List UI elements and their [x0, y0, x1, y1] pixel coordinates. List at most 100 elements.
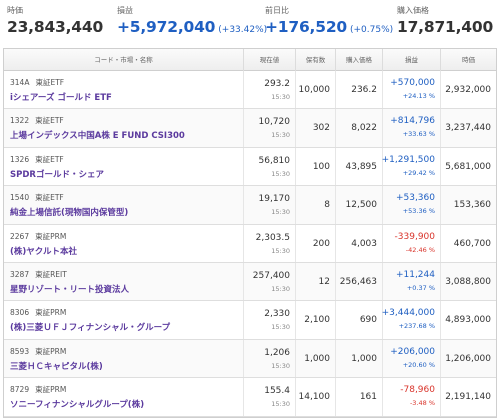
profit-loss-value: -339,900 — [394, 231, 435, 242]
header-price[interactable]: 現在値 — [244, 49, 296, 71]
name-cell: 8729 東証PRM ソニーフィナンシャルグループ(株) — [4, 378, 244, 416]
header-qty[interactable]: 保有数 — [296, 49, 336, 71]
purchase-price: 236.2 — [351, 85, 377, 95]
holding-qty: 8 — [324, 200, 330, 211]
stock-name-link[interactable]: iシェアーズ ゴールド ETF — [10, 93, 112, 103]
profit-loss-percent: -42.46 % — [405, 245, 435, 254]
cost-cell: 12,500 — [336, 186, 383, 224]
stock-code: 3287 — [10, 269, 30, 279]
summary-value: 17,871,400 — [397, 18, 494, 36]
header-cost[interactable]: 購入価格 — [336, 49, 383, 71]
profit-loss-value: +1,291,500 — [381, 154, 435, 165]
profit-loss-value: +206,000 — [390, 346, 435, 357]
price-time: 15:30 — [271, 131, 290, 140]
stock-code: 1322 — [10, 116, 30, 126]
holdings-table: コード・市場・名称 現在値 保有数 購入価格 損益 時価 314A 東証ETF i… — [3, 48, 497, 418]
qty-cell: 8 — [296, 186, 336, 224]
price-time: 15:30 — [271, 93, 290, 101]
market-value-cell: 3,237,440 — [441, 109, 496, 146]
code-market: 1322 東証ETF — [10, 115, 64, 126]
profit-loss-cell: +53,360 +53.36 % — [383, 186, 441, 224]
holding-qty: 200 — [312, 238, 330, 249]
stock-name-link[interactable]: 三菱ＨＣキャピタル(株) — [10, 361, 103, 372]
code-market: 8306 東証PRM — [10, 307, 66, 318]
current-price: 10,720 — [258, 117, 291, 128]
cost-cell: 4,003 — [336, 224, 383, 262]
qty-cell: 14,100 — [296, 378, 336, 416]
holding-qty: 100 — [312, 161, 330, 172]
header-name[interactable]: コード・市場・名称 — [4, 49, 244, 71]
table-row[interactable]: 1326 東証ETF SPDRゴールド・シェア 56,810 15:30 100 … — [4, 147, 496, 187]
code-market: 3287 東証REIT — [10, 269, 67, 280]
stock-code: 314A — [10, 78, 30, 87]
code-market: 2267 東証PRM — [10, 231, 66, 242]
stock-name-link[interactable]: (株)ヤクルト本社 — [10, 246, 78, 257]
table-row[interactable]: 8306 東証PRM (株)三菱ＵＦＪフィナンシャル・グループ 2,330 15:… — [4, 301, 496, 340]
stock-name-link[interactable]: SPDRゴールド・シェア — [10, 169, 104, 180]
profit-loss-value: +814,796 — [390, 116, 435, 127]
profit-loss-percent: -3.48 % — [409, 399, 435, 408]
current-price: 257,400 — [252, 270, 290, 281]
market-value-cell: 5,681,000 — [441, 148, 496, 185]
profit-loss-value: +570,000 — [390, 78, 435, 88]
cost-cell: 8,022 — [336, 109, 383, 147]
price-cell: 293.2 15:30 — [244, 71, 296, 109]
holding-qty: 302 — [312, 123, 330, 134]
table-row[interactable]: 1540 東証ETF 純金上場信託(現物国内保管型) 19,170 15:30 8… — [4, 186, 496, 225]
summary-day-change: 前日比 +176,520 (+0.75%) — [258, 0, 393, 44]
summary-label: 時価 — [7, 6, 23, 15]
purchase-price: 1,000 — [351, 353, 377, 364]
price-time: 15:30 — [271, 323, 290, 332]
price-time: 15:30 — [271, 208, 290, 217]
market-value-cell: 2,191,140 — [441, 378, 496, 415]
stock-name-link[interactable]: ソニーフィナンシャルグループ(株) — [10, 400, 145, 411]
profit-loss-percent: +20.60 % — [402, 360, 435, 369]
price-cell: 56,810 15:30 — [244, 147, 296, 186]
price-time: 15:30 — [271, 284, 290, 293]
table-row[interactable]: 2267 東証PRM (株)ヤクルト本社 2,303.5 15:30 200 4,… — [4, 224, 496, 263]
code-market: 8593 東証PRM — [10, 346, 66, 357]
table-row[interactable]: 3287 東証REIT 星野リゾート・リート投資法人 257,400 15:30 … — [4, 262, 496, 302]
profit-loss-cell: +3,444,000 +237.68 % — [381, 301, 441, 339]
stock-name-link[interactable]: 純金上場信託(現物国内保管型) — [10, 208, 129, 219]
qty-cell: 1,000 — [296, 339, 336, 378]
profit-loss-cell: +570,000 +24.13 % — [383, 71, 441, 109]
table-row[interactable]: 314A 東証ETF iシェアーズ ゴールド ETF 293.2 15:30 10… — [4, 71, 496, 110]
market-value-cell: 1,206,000 — [441, 340, 496, 377]
table-row[interactable]: 8729 東証PRM ソニーフィナンシャルグループ(株) 155.4 15:30 … — [4, 378, 496, 417]
profit-loss-cell: -78,960 -3.48 % — [383, 378, 441, 416]
summary-value: 23,843,440 — [7, 18, 104, 36]
profit-loss-percent: +237.68 % — [398, 322, 435, 331]
table-row[interactable]: 1322 東証ETF 上場インデックス中国A株 E FUND CSI300 10,… — [4, 109, 496, 148]
market-label: 東証PRM — [35, 385, 67, 395]
profit-loss-value: +3,444,000 — [381, 308, 435, 319]
profit-loss-value: +53,360 — [395, 193, 435, 204]
name-cell: 8593 東証PRM 三菱ＨＣキャピタル(株) — [4, 339, 244, 378]
stock-name-link[interactable]: (株)三菱ＵＦＪフィナンシャル・グループ — [10, 323, 171, 334]
header-market-value[interactable]: 時価 — [462, 56, 475, 64]
cost-cell: 1,000 — [336, 339, 383, 378]
summary-purchase-cost: 購入価格 17,871,400 — [390, 0, 500, 44]
purchase-price: 690 — [359, 315, 377, 326]
portfolio-summary: 時価 23,843,440 損益 +5,972,040 (+33.42%) 前日比… — [0, 0, 500, 44]
stock-code: 8593 — [10, 346, 30, 356]
code-market: 1326 東証ETF — [10, 154, 64, 165]
price-time: 15:30 — [271, 246, 290, 255]
current-price: 293.2 — [264, 79, 290, 89]
current-price: 2,330 — [264, 309, 290, 320]
table-row[interactable]: 8593 東証PRM 三菱ＨＣキャピタル(株) 1,206 15:30 1,000… — [4, 339, 496, 379]
purchase-price: 43,895 — [345, 161, 378, 172]
current-price: 1,206 — [264, 347, 290, 358]
stock-name-link[interactable]: 星野リゾート・リート投資法人 — [10, 284, 130, 295]
cost-cell: 256,463 — [336, 262, 383, 301]
stock-code: 2267 — [10, 231, 30, 241]
header-profit-loss[interactable]: 損益 — [383, 49, 441, 71]
qty-cell: 100 — [296, 147, 336, 186]
profit-loss-cell: +11,244 +0.37 % — [383, 262, 441, 301]
stock-name-link[interactable]: 上場インデックス中国A株 E FUND CSI300 — [10, 131, 185, 142]
summary-market-value: 時価 23,843,440 — [0, 0, 110, 44]
price-time: 15:30 — [271, 169, 290, 178]
profit-loss-cell: +814,796 +33.63 % — [383, 109, 441, 147]
code-market: 314A 東証ETF — [10, 77, 64, 88]
market-value: 4,893,000 — [445, 315, 491, 326]
